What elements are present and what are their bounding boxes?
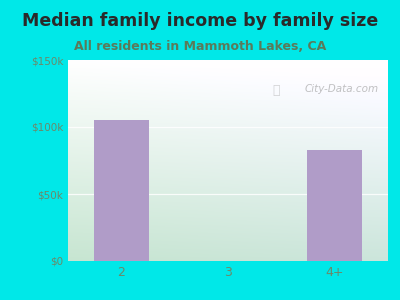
Text: Median family income by family size: Median family income by family size xyxy=(22,12,378,30)
Bar xyxy=(94,120,149,261)
Bar xyxy=(307,150,362,261)
Text: City-Data.com: City-Data.com xyxy=(304,84,378,94)
Text: All residents in Mammoth Lakes, CA: All residents in Mammoth Lakes, CA xyxy=(74,40,326,53)
Text: ⓘ: ⓘ xyxy=(273,84,280,97)
